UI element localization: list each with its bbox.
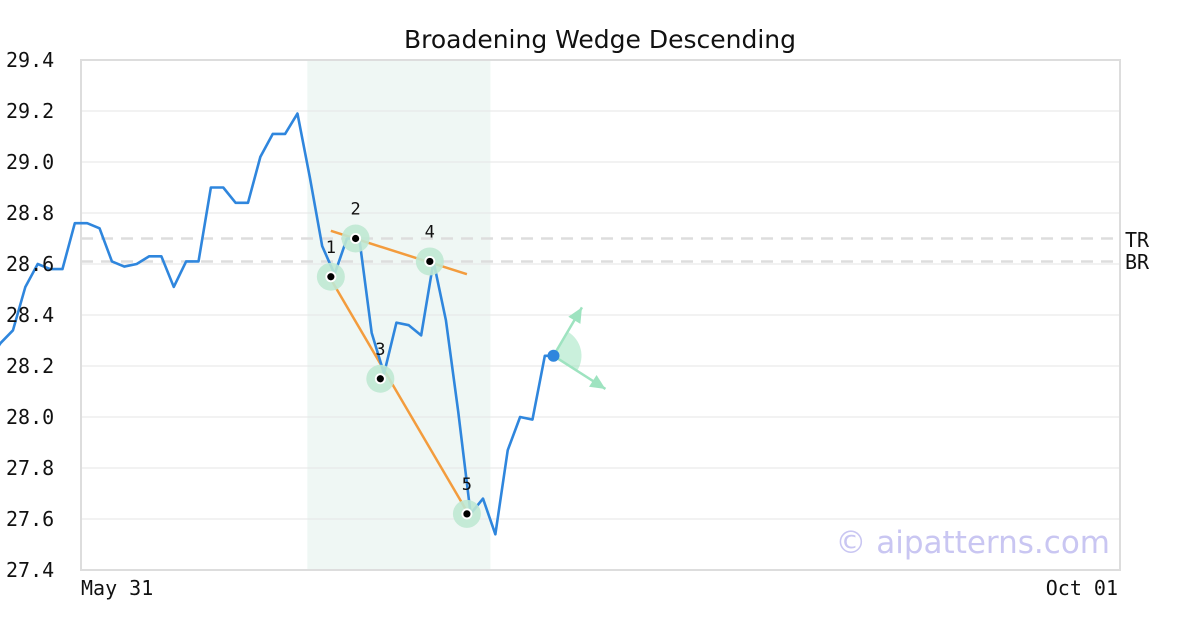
y-tick-label: 27.8 [6,456,54,480]
reference-label-tr: TR [1125,228,1150,252]
pattern-point-label: 3 [375,340,385,360]
plot-frame [80,59,1121,571]
pattern-point-marker [463,510,471,518]
y-tick-label: 27.6 [6,507,54,531]
y-tick-label: 28.6 [6,252,54,276]
y-tick-label: 29.2 [6,99,54,123]
x-tick-label-end: Oct 01 [1046,576,1118,600]
price-series-line [0,112,558,536]
pattern-point-label: 5 [462,475,472,495]
y-tick-label: 28.8 [6,201,54,225]
projection-up-arrow-head [568,307,582,324]
current-price-marker [547,349,560,362]
y-tick-label: 29.4 [6,48,54,72]
x-tick-label-start: May 31 [81,576,153,600]
watermark: © aipatterns.com [835,525,1110,561]
chart-title: Broadening Wedge Descending [404,25,796,54]
y-tick-label: 28.0 [6,405,54,429]
pattern-point-label: 4 [425,222,435,242]
reference-label-br: BR [1125,250,1150,274]
pattern-point-marker [426,257,434,266]
pattern-point-marker [376,375,384,383]
lower-trend-line [329,278,468,512]
y-tick-label: 28.4 [6,303,54,327]
y-tick-label: 28.2 [6,354,54,378]
pattern-point-marker [351,234,360,243]
projection-down-arrow-head [589,374,606,389]
y-tick-label: 27.4 [6,558,54,582]
y-tick-label: 29.0 [6,150,54,174]
pattern-point-label: 2 [350,200,360,220]
pattern-point-marker [327,273,335,281]
pattern-point-label: 1 [326,238,336,258]
projection-sector [553,331,582,371]
